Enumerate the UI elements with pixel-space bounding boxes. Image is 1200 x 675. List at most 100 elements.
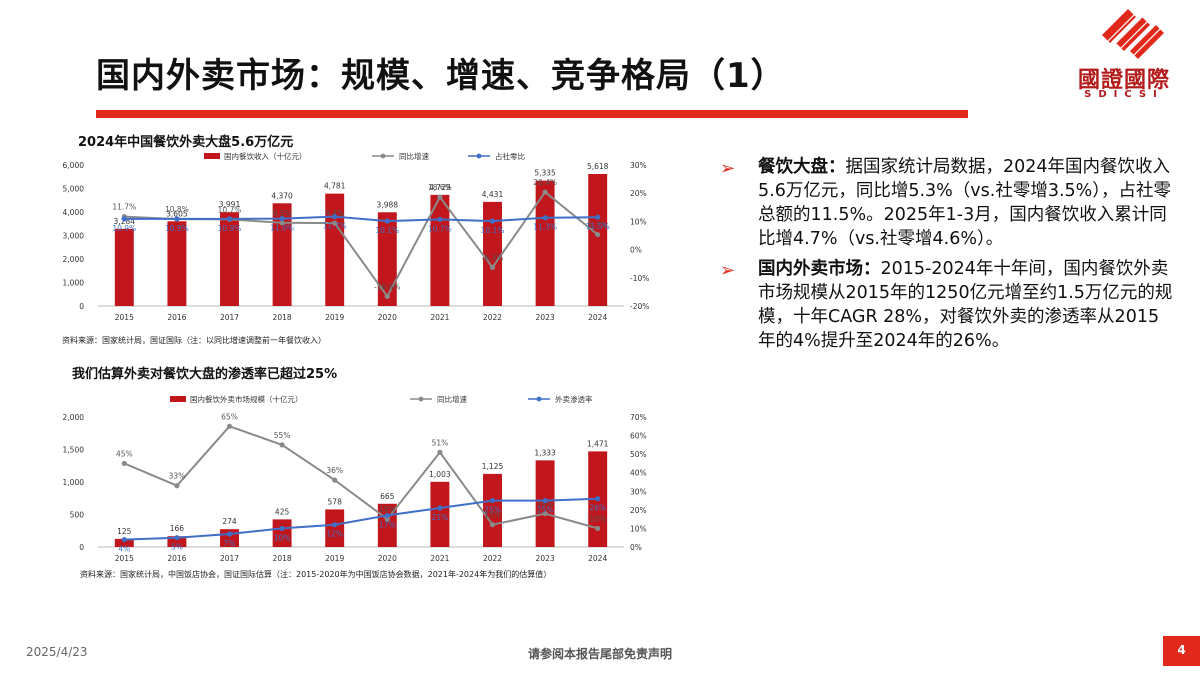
growth-point (542, 189, 548, 195)
bar-value-label: 1,471 (587, 439, 609, 448)
share-value-label: 25% (537, 506, 554, 515)
x-tick-label: 2024 (588, 554, 607, 563)
footer-disclaimer: 请参阅本报告尾部免责声明 (527, 647, 672, 661)
bullet-heading: 餐饮大盘： (758, 157, 846, 177)
share-point (174, 216, 180, 222)
bar (535, 180, 555, 306)
bar (272, 203, 292, 306)
page-number-badge (1163, 636, 1200, 666)
share-point (489, 218, 496, 224)
bar-value-label: 3,605 (166, 209, 188, 218)
share-point (595, 496, 601, 502)
bullet-heading: 国内外卖市场： (758, 259, 881, 279)
x-tick-label: 2021 (430, 313, 449, 322)
legend-bar-swatch (204, 153, 220, 159)
share-point (384, 512, 390, 519)
bar (325, 193, 345, 306)
growth-point (174, 483, 180, 489)
sdicsi-logo-icon (1102, 5, 1180, 63)
share-value-label: 10.9% (165, 224, 189, 233)
growth-value-label: 36% (326, 466, 343, 475)
bar (483, 473, 502, 547)
bar-value-label: 3,988 (377, 200, 399, 209)
chart2-source: 资料来源：国家统计局，中国饭店协会，国证国际估算（注：2015-2020年为中国… (80, 570, 552, 579)
growth-value-label: 9.5% (273, 209, 292, 218)
growth-point (384, 293, 390, 300)
bullet-text: 据国家统计局数据，2024年国内餐饮收入5.6万亿元，同比增5.3%（vs.社零… (758, 157, 1172, 249)
legend-label: 同比增速 (437, 394, 467, 404)
bullet-item: ➢ 国内外卖市场：2015-2024年十年间，国内餐饮外卖市场规模从2015年的… (720, 257, 1175, 353)
x-tick-label: 2015 (115, 554, 134, 563)
growth-point (332, 477, 338, 483)
y-right-tick-label: 10% (630, 524, 647, 533)
share-value-label: 11.7% (323, 222, 347, 231)
y-right-tick-label: 40% (630, 469, 647, 478)
y-left-tick-label: 0 (79, 302, 84, 311)
share-value-label: 10.1% (481, 226, 505, 235)
y-right-tick-label: -20% (630, 302, 649, 311)
y-left-tick-label: 4,000 (63, 208, 85, 217)
share-value-label: 26% (589, 504, 606, 513)
legend-label: 外卖渗透率 (555, 394, 593, 404)
growth-value-label: 45% (116, 449, 133, 458)
bar-value-label: 3,991 (219, 200, 241, 209)
y-left-tick-label: 2,000 (63, 413, 85, 422)
y-right-tick-label: 20% (630, 506, 647, 515)
share-value-label: 10.1% (375, 226, 399, 235)
share-line (124, 497, 598, 541)
share-point (279, 525, 285, 532)
legend-label: 国内餐饮收入（十亿元） (224, 151, 307, 161)
x-tick-label: 2024 (588, 313, 607, 322)
y-right-tick-label: 0% (630, 543, 642, 552)
growth-value-label: 12% (484, 511, 501, 520)
x-tick-label: 2017 (220, 313, 239, 322)
bar (220, 212, 239, 306)
share-value-label: 4% (118, 545, 130, 554)
chart1-restaurant-revenue: 0 1,000 2,000 3,000 4,000 5,000 6,000 -20% -10% 0… (63, 151, 650, 322)
y-right-tick-label: 30% (630, 161, 647, 170)
share-point (226, 216, 233, 222)
bar-value-label: 1,333 (534, 448, 556, 457)
y-right-tick-label: -10% (630, 274, 649, 283)
legend-share-marker (536, 396, 542, 402)
growth-value-label: 10.8% (165, 205, 189, 214)
share-point (121, 536, 127, 543)
x-tick-label: 2019 (325, 313, 344, 322)
legend-growth-marker (380, 153, 386, 159)
bar-value-label: 5,618 (587, 162, 609, 171)
bar (377, 212, 397, 306)
growth-value-label: 33% (169, 472, 186, 481)
bar (114, 538, 134, 547)
footer-date: 2025/4/23 (26, 645, 88, 659)
share-value-label: 11.3% (533, 223, 557, 232)
x-tick-label: 2020 (378, 554, 397, 563)
growth-value-label: 55% (274, 431, 291, 440)
growth-value-label: -16.6% (374, 282, 401, 291)
share-point (542, 497, 548, 504)
share-point (332, 214, 338, 220)
bullet-list: ➢ 餐饮大盘：据国家统计局数据，2024年国内餐饮收入5.6万亿元，同比增5.3… (720, 155, 1175, 359)
x-tick-label: 2019 (325, 554, 344, 563)
x-tick-label: 2016 (167, 554, 186, 563)
growth-point (332, 220, 338, 226)
share-value-label: 10.9% (112, 224, 136, 233)
x-tick-label: 2020 (378, 313, 397, 322)
logo-chinese: 國證國際 (1077, 67, 1170, 93)
growth-point (279, 442, 285, 448)
chart1-title: 2024年中国餐饮外卖大盘5.6万亿元 (78, 135, 294, 150)
share-value-label: 21% (432, 513, 449, 522)
growth-value-label: -6.3% (482, 253, 504, 262)
growth-value-label: 5.3% (588, 221, 607, 230)
share-point (279, 215, 285, 222)
share-value-label: 11.0% (270, 224, 294, 233)
bar-value-label: 125 (117, 527, 132, 536)
page-number: 4 (1177, 643, 1186, 657)
chart1-source: 资料来源：国家统计局，国证国际（注：以同比增速调整前一年餐饮收入） (62, 336, 326, 345)
y-right-tick-label: 30% (630, 487, 647, 496)
bar (430, 194, 450, 306)
share-point (437, 216, 443, 223)
arrow-bullet-icon: ➢ (720, 158, 736, 179)
y-left-tick-label: 2,000 (63, 255, 85, 264)
bar-value-label: 4,781 (324, 182, 346, 191)
y-right-tick-label: 0% (630, 246, 642, 255)
